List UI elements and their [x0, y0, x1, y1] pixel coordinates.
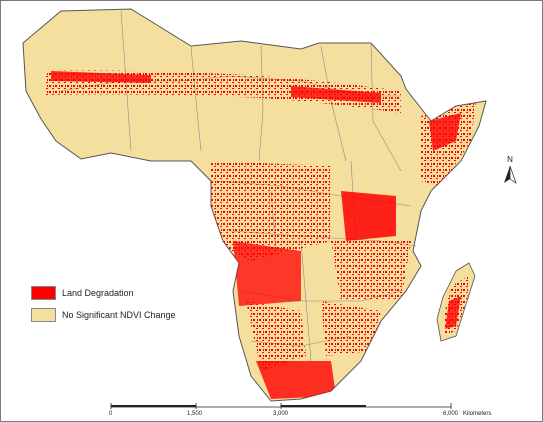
north-arrow-icon	[504, 165, 517, 184]
map-legend: Land Degradation No Significant NDVI Cha…	[31, 284, 176, 328]
legend-item-land-degradation: Land Degradation	[31, 284, 176, 302]
legend-label: No Significant NDVI Change	[62, 310, 176, 320]
legend-item-no-change: No Significant NDVI Change	[31, 306, 176, 324]
north-label: N	[507, 155, 513, 164]
scale-tick-label: 0	[109, 411, 113, 417]
legend-swatch-red	[31, 286, 56, 300]
scale-unit-label: Kilometers	[463, 411, 492, 417]
scale-tick-label: 1,500	[187, 411, 203, 417]
scale-tick-label: 6,000	[443, 411, 459, 417]
legend-label: Land Degradation	[62, 288, 134, 298]
north-arrow: N	[500, 155, 520, 164]
scale-bar	[110, 403, 452, 409]
land-degradation-areas	[46, 70, 476, 399]
scale-tick-label: 3,000	[273, 411, 289, 417]
legend-swatch-tan	[31, 308, 56, 322]
